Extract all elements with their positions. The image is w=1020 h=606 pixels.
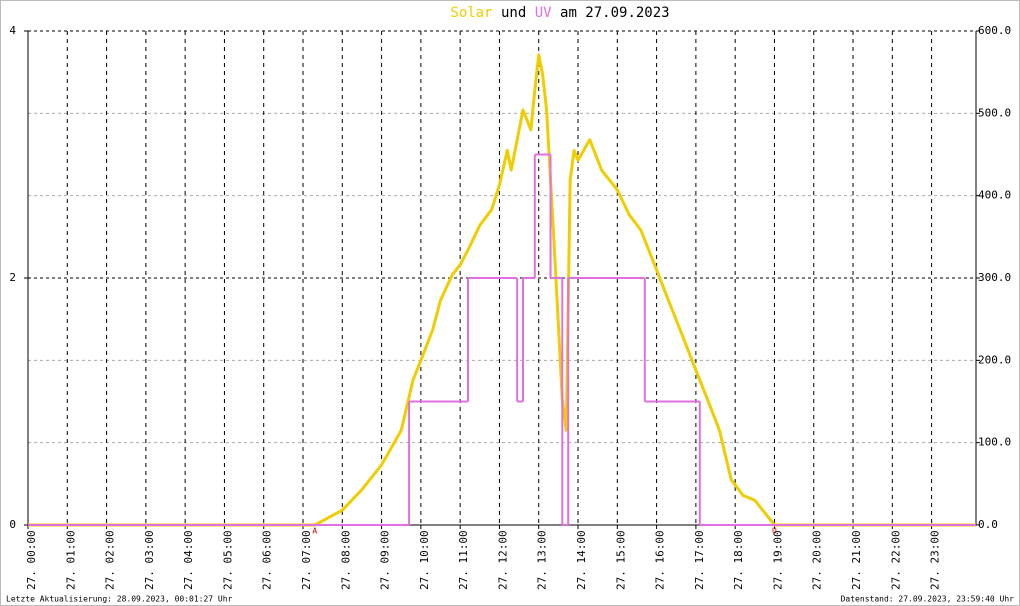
x-tick-label: 27. 20:00	[811, 530, 824, 590]
annotation: A	[312, 527, 317, 536]
footer-right: Datenstand: 27.09.2023, 23:59:40 Uhr	[841, 595, 1015, 604]
y-tick-label: 4	[9, 24, 16, 37]
y2-tick-label: 0.0	[978, 518, 998, 531]
y2-tick-label: 500.0	[978, 106, 1011, 119]
x-tick-label: 27. 05:00	[221, 530, 234, 590]
x-tick-label: 27. 03:00	[143, 530, 156, 590]
title-date: am 27.09.2023	[560, 5, 670, 21]
x-tick-label: 27. 06:00	[261, 530, 274, 590]
chart-title: Solar und UV am 27.09.2023	[450, 5, 669, 21]
legend-uv: UV	[535, 5, 552, 21]
y2-tick-label: 400.0	[978, 189, 1011, 202]
x-tick-label: 27. 23:00	[929, 530, 942, 590]
x-tick-label: 27. 01:00	[64, 530, 77, 590]
y2-tick-label: 300.0	[978, 271, 1011, 284]
y-tick-label: 2	[9, 271, 16, 284]
y2-tick-label: 200.0	[978, 353, 1011, 366]
x-tick-label: 27. 02:00	[104, 530, 117, 590]
x-tick-label: 27. 04:00	[182, 530, 195, 590]
x-tick-label: 27. 21:00	[850, 530, 863, 590]
x-tick-label: 27. 07:00	[300, 530, 313, 590]
x-tick-label: 27. 10:00	[418, 530, 431, 590]
x-tick-label: 27. 18:00	[732, 530, 745, 590]
x-tick-label: 27. 22:00	[889, 530, 902, 590]
x-tick-label: 27. 14:00	[575, 530, 588, 590]
annotation: U	[772, 527, 777, 536]
solar-line	[28, 53, 976, 527]
x-tick-label: 27. 08:00	[339, 530, 352, 590]
y2-tick-label: 600.0	[978, 24, 1011, 37]
x-tick-label: 27. 13:00	[536, 530, 549, 590]
x-tick-label: 27. 12:00	[496, 530, 509, 590]
title-joiner: und	[501, 5, 526, 21]
x-tick-label: 27. 19:00	[771, 530, 784, 590]
x-tick-label: 27. 16:00	[654, 530, 667, 590]
legend-solar: Solar	[450, 5, 492, 21]
x-tick-label: 27. 17:00	[693, 530, 706, 590]
x-tick-label: 27. 00:00	[25, 530, 38, 590]
y-tick-label: 0	[9, 518, 16, 531]
x-tick-label: 27. 09:00	[379, 530, 392, 590]
x-tick-label: 27. 15:00	[614, 530, 627, 590]
x-tick-label: 27. 11:00	[457, 530, 470, 590]
y2-tick-label: 100.0	[978, 436, 1011, 449]
footer-left: Letzte Aktualisierung: 28.09.2023, 00:01…	[6, 595, 233, 604]
